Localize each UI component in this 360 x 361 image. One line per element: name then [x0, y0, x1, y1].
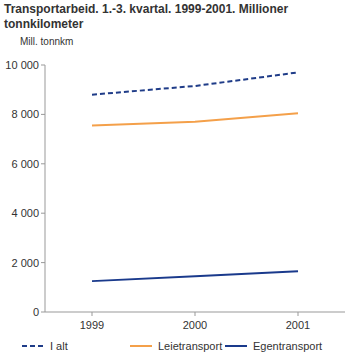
y-tick-label: 8 000 — [11, 108, 39, 120]
legend-label: Egentransport — [253, 340, 322, 352]
series-line — [92, 72, 298, 94]
y-tick-label: 4 000 — [11, 207, 39, 219]
x-tick-label: 2001 — [286, 319, 310, 331]
y-tick — [41, 114, 45, 115]
y-tick — [41, 312, 45, 313]
y-tick-label: 6 000 — [11, 158, 39, 170]
series-line — [92, 271, 298, 281]
y-axis-label: Mill. tonnkm — [20, 36, 73, 47]
x-tick-label: 1999 — [80, 319, 104, 331]
x-tick — [92, 312, 93, 316]
legend-swatch — [225, 345, 247, 347]
y-axis — [45, 65, 46, 312]
y-tick-label: 10 000 — [5, 59, 39, 71]
y-tick — [41, 65, 45, 66]
chart: Transportarbeid. 1.-3. kvartal. 1999-200… — [0, 0, 360, 361]
x-tick-label: 2000 — [183, 319, 207, 331]
legend-label: I alt — [50, 340, 68, 352]
y-tick-label: 0 — [33, 306, 39, 318]
title: Transportarbeid. 1.-3. kvartal. 1999-200… — [4, 2, 288, 31]
series-line — [92, 113, 298, 125]
plot-area — [92, 72, 298, 281]
legend-label: Leietransport — [158, 340, 222, 352]
x-tick — [195, 312, 196, 316]
y-tick — [41, 213, 45, 214]
legend-swatch — [130, 345, 152, 347]
y-tick — [41, 262, 45, 263]
x-tick — [298, 312, 299, 316]
y-tick-label: 2 000 — [11, 257, 39, 269]
legend-swatch — [22, 345, 44, 347]
y-tick — [41, 163, 45, 164]
